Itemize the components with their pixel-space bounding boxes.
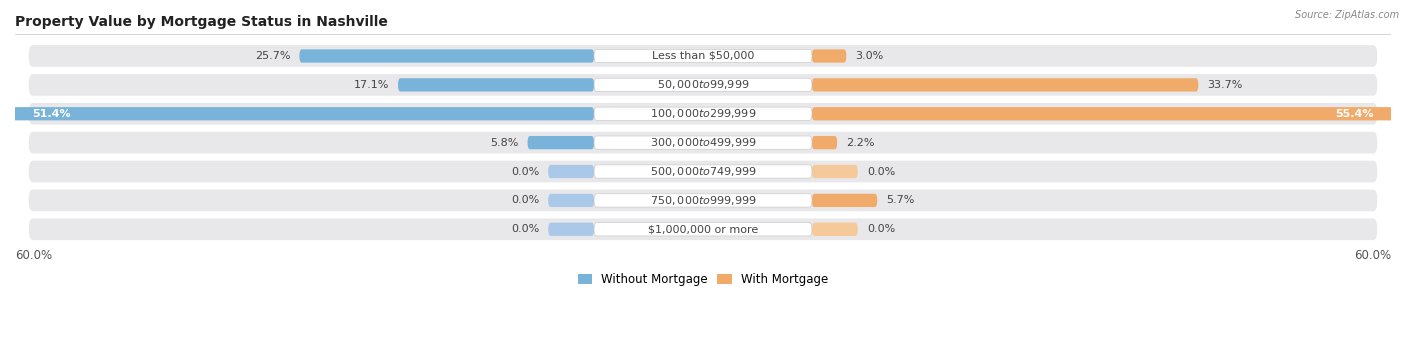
Text: $500,000 to $749,999: $500,000 to $749,999 [650, 165, 756, 178]
FancyBboxPatch shape [28, 103, 1378, 124]
FancyBboxPatch shape [595, 165, 811, 178]
FancyBboxPatch shape [4, 107, 595, 120]
Text: $300,000 to $499,999: $300,000 to $499,999 [650, 136, 756, 149]
FancyBboxPatch shape [595, 78, 811, 91]
FancyBboxPatch shape [28, 132, 1378, 153]
Text: $100,000 to $299,999: $100,000 to $299,999 [650, 107, 756, 120]
FancyBboxPatch shape [595, 223, 811, 236]
FancyBboxPatch shape [28, 219, 1378, 240]
Legend: Without Mortgage, With Mortgage: Without Mortgage, With Mortgage [574, 269, 832, 291]
Text: 33.7%: 33.7% [1208, 80, 1243, 90]
FancyBboxPatch shape [527, 136, 595, 149]
Text: Property Value by Mortgage Status in Nashville: Property Value by Mortgage Status in Nas… [15, 15, 388, 29]
Text: 0.0%: 0.0% [868, 224, 896, 234]
Text: 55.4%: 55.4% [1336, 109, 1374, 119]
FancyBboxPatch shape [299, 49, 595, 63]
Text: Less than $50,000: Less than $50,000 [652, 51, 754, 61]
Text: 5.7%: 5.7% [886, 195, 915, 205]
Text: $750,000 to $999,999: $750,000 to $999,999 [650, 194, 756, 207]
Text: $50,000 to $99,999: $50,000 to $99,999 [657, 79, 749, 91]
Text: 60.0%: 60.0% [1354, 249, 1391, 262]
Text: 51.4%: 51.4% [32, 109, 70, 119]
FancyBboxPatch shape [595, 107, 811, 120]
Text: 60.0%: 60.0% [15, 249, 52, 262]
Text: 25.7%: 25.7% [254, 51, 290, 61]
FancyBboxPatch shape [811, 49, 846, 63]
FancyBboxPatch shape [548, 223, 595, 236]
FancyBboxPatch shape [28, 45, 1378, 67]
FancyBboxPatch shape [811, 194, 877, 207]
FancyBboxPatch shape [811, 107, 1406, 120]
FancyBboxPatch shape [398, 78, 595, 91]
Text: 2.2%: 2.2% [846, 138, 875, 148]
Text: 0.0%: 0.0% [510, 167, 538, 176]
Text: 0.0%: 0.0% [510, 195, 538, 205]
FancyBboxPatch shape [548, 194, 595, 207]
FancyBboxPatch shape [595, 194, 811, 207]
Text: 5.8%: 5.8% [491, 138, 519, 148]
Text: 3.0%: 3.0% [855, 51, 884, 61]
FancyBboxPatch shape [28, 161, 1378, 182]
FancyBboxPatch shape [28, 74, 1378, 96]
Text: Source: ZipAtlas.com: Source: ZipAtlas.com [1295, 10, 1399, 20]
FancyBboxPatch shape [595, 49, 811, 63]
FancyBboxPatch shape [811, 165, 858, 178]
FancyBboxPatch shape [811, 136, 837, 149]
FancyBboxPatch shape [811, 223, 858, 236]
Text: $1,000,000 or more: $1,000,000 or more [648, 224, 758, 234]
Text: 17.1%: 17.1% [353, 80, 389, 90]
FancyBboxPatch shape [548, 165, 595, 178]
Text: 0.0%: 0.0% [510, 224, 538, 234]
FancyBboxPatch shape [595, 136, 811, 149]
FancyBboxPatch shape [811, 78, 1198, 91]
Text: 0.0%: 0.0% [868, 167, 896, 176]
FancyBboxPatch shape [28, 190, 1378, 211]
